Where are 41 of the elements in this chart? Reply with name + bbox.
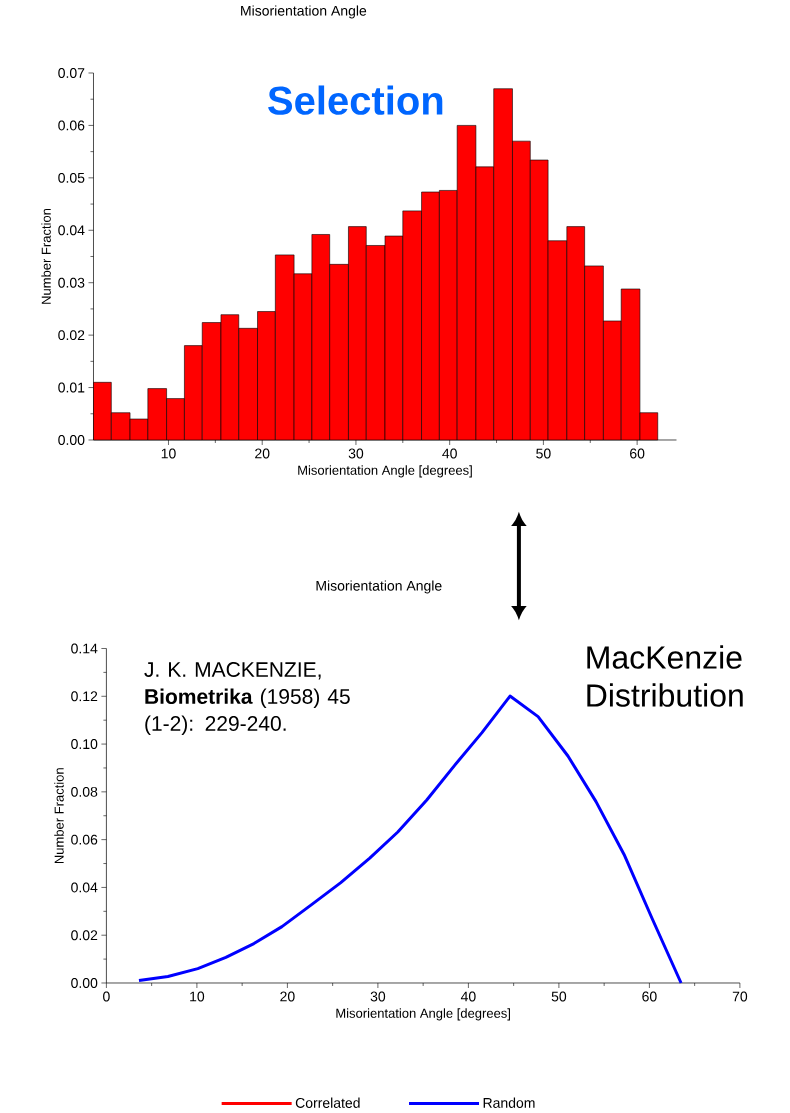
y-tick-label: 0.04 — [58, 225, 85, 236]
y-tick-label: 0.08 — [71, 786, 98, 797]
y-tick-label: 0.14 — [71, 643, 98, 654]
x-axis-title: Misorientation Angle [degrees] — [298, 465, 472, 478]
x-tick-label: 60 — [630, 448, 645, 459]
y-tick-label: 0.02 — [58, 330, 85, 341]
y-tick-label: 0.05 — [58, 172, 85, 183]
x-tick-label: 10 — [161, 448, 176, 459]
x-tick-label: 10 — [190, 991, 205, 1002]
y-tick-label: 0.06 — [71, 834, 98, 845]
annotation: Selection — [268, 85, 443, 115]
x-tick-label: 60 — [642, 991, 657, 1002]
y-axis-title: Number Fraction — [54, 768, 64, 864]
y-tick-label: 0.04 — [71, 882, 98, 893]
y-axis-title: Number Fraction — [41, 208, 51, 304]
y-tick-label: 0.10 — [71, 739, 98, 750]
x-tick-label: 50 — [536, 448, 551, 459]
x-tick-label: 20 — [280, 991, 295, 1002]
chart-title: Misorientation Angle — [241, 5, 367, 19]
text: Correlated — [295, 1097, 360, 1108]
y-tick-label: 0.03 — [58, 277, 85, 288]
x-axis-title: Misorientation Angle [degrees] — [336, 1008, 511, 1021]
y-tick-label: 0.07 — [58, 68, 85, 78]
y-tick-label: 0.12 — [71, 691, 98, 702]
x-tick-label: 40 — [460, 991, 476, 1002]
x-tick-label: 30 — [348, 448, 364, 459]
x-tick-label: 20 — [255, 448, 270, 459]
chart-title: Misorientation Angle — [316, 580, 442, 594]
x-tick-label: 0 — [103, 991, 110, 1002]
annotation: MacKenzie Distribution — [587, 645, 743, 707]
y-tick-label: 0.00 — [58, 435, 85, 445]
x-tick-label: 30 — [370, 991, 386, 1002]
y-tick-label: 0.00 — [71, 978, 98, 988]
annotation: J. K. MACKENZIE, Biometrika (1958) 45 (1-2): 229-240. — [144, 662, 350, 736]
text: Random — [483, 1097, 535, 1108]
x-tick-label: 50 — [551, 991, 567, 1002]
y-tick-label: 0.02 — [71, 930, 98, 941]
y-tick-label: 0.01 — [58, 382, 85, 393]
x-tick-label: 70 — [732, 991, 748, 1002]
x-tick-label: 40 — [442, 448, 457, 459]
y-tick-label: 0.06 — [58, 120, 85, 131]
